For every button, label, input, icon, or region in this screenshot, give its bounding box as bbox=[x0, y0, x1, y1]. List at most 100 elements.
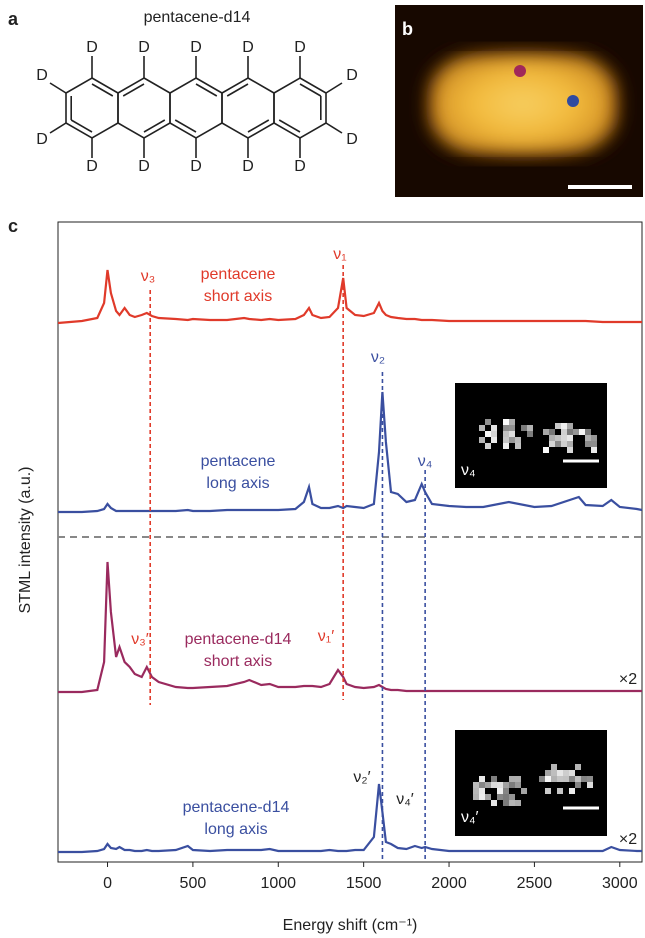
scale-factor: ×2 bbox=[619, 831, 637, 848]
pixel bbox=[503, 800, 509, 806]
pixel bbox=[509, 431, 515, 437]
pixel bbox=[515, 800, 521, 806]
series-label: pentacene-d14 long axis bbox=[183, 799, 290, 838]
pixel bbox=[509, 782, 515, 788]
mode-label: ν₃′ bbox=[131, 631, 149, 648]
ring bbox=[169, 77, 223, 139]
panel-label: a bbox=[8, 9, 19, 29]
pixel bbox=[491, 776, 497, 782]
pixel bbox=[581, 776, 587, 782]
y-axis-label: STML intensity (a.u.) bbox=[17, 466, 34, 613]
pixel bbox=[503, 788, 509, 794]
x-tick-label: 2000 bbox=[431, 875, 467, 892]
pixel bbox=[557, 788, 563, 794]
x-tick-label: 3000 bbox=[602, 875, 638, 892]
bond bbox=[49, 82, 67, 94]
pixel bbox=[515, 443, 521, 449]
pixel bbox=[551, 776, 557, 782]
pixel bbox=[567, 447, 573, 453]
pixel bbox=[473, 794, 479, 800]
panel-label: c bbox=[8, 216, 18, 236]
pixel bbox=[549, 429, 555, 435]
pixel bbox=[561, 429, 567, 435]
double-bond bbox=[226, 83, 249, 97]
double-bond bbox=[299, 83, 322, 97]
tip-position bbox=[567, 95, 579, 107]
double-bond bbox=[70, 119, 93, 133]
atom-label: D bbox=[346, 131, 358, 148]
pixel bbox=[545, 788, 551, 794]
pixel bbox=[543, 429, 549, 435]
mode-label: ν₄′ bbox=[396, 791, 414, 808]
pixel bbox=[555, 435, 561, 441]
mode-label: ν₁′ bbox=[318, 628, 334, 645]
pixel bbox=[587, 776, 593, 782]
inset: ν₄ bbox=[455, 383, 607, 488]
pixel bbox=[503, 419, 509, 425]
pixel bbox=[503, 431, 509, 437]
series-label: pentacene short axis bbox=[201, 266, 276, 305]
pixel bbox=[509, 419, 515, 425]
atom-label: D bbox=[86, 39, 98, 56]
pixel bbox=[567, 441, 573, 447]
pixel bbox=[509, 800, 515, 806]
bond bbox=[49, 122, 67, 134]
pixel bbox=[527, 425, 533, 431]
x-tick-label: 0 bbox=[103, 875, 112, 892]
ring bbox=[273, 77, 327, 139]
pixel bbox=[509, 776, 515, 782]
atom-label: D bbox=[138, 158, 150, 175]
series-label: pentacene long axis bbox=[201, 453, 276, 492]
pixel bbox=[515, 776, 521, 782]
atom-label: D bbox=[242, 39, 254, 56]
pixel bbox=[503, 782, 509, 788]
double-bond bbox=[143, 119, 166, 133]
pixel bbox=[587, 782, 593, 788]
panel-label: b bbox=[402, 19, 413, 39]
mode-label: ν₂′ bbox=[353, 769, 370, 786]
spectrum bbox=[58, 783, 642, 854]
series-label: pentacene-d14 short axis bbox=[185, 631, 292, 670]
x-tick-label: 1500 bbox=[346, 875, 382, 892]
pixel bbox=[543, 447, 549, 453]
x-tick-label: 1000 bbox=[260, 875, 296, 892]
pixel bbox=[563, 770, 569, 776]
pixel bbox=[497, 782, 503, 788]
pixel bbox=[591, 441, 597, 447]
pixel bbox=[479, 776, 485, 782]
double-bond bbox=[91, 83, 114, 97]
pixel bbox=[585, 429, 591, 435]
pixel bbox=[521, 425, 527, 431]
pixel bbox=[575, 776, 581, 782]
ring bbox=[117, 77, 171, 139]
pixel bbox=[473, 782, 479, 788]
pixel bbox=[555, 441, 561, 447]
inset-label: ν₄ bbox=[461, 462, 476, 479]
atom-label: D bbox=[190, 39, 202, 56]
pixel bbox=[503, 443, 509, 449]
pixel bbox=[551, 764, 557, 770]
atom-label: D bbox=[36, 131, 48, 148]
spectrum bbox=[58, 561, 642, 694]
double-bond bbox=[195, 83, 218, 97]
pixel bbox=[485, 782, 491, 788]
atom-label: D bbox=[294, 39, 306, 56]
pixel bbox=[569, 788, 575, 794]
pixel bbox=[491, 425, 497, 431]
pixel bbox=[591, 447, 597, 453]
double-bond bbox=[278, 119, 301, 133]
atom-label: D bbox=[346, 67, 358, 84]
structure-title: pentacene-d14 bbox=[144, 9, 251, 26]
spectrum bbox=[58, 391, 643, 514]
pixel bbox=[509, 437, 515, 443]
pixel bbox=[567, 423, 573, 429]
pixel bbox=[509, 425, 515, 431]
mode-label: ν₃ bbox=[141, 268, 156, 285]
tip-position bbox=[514, 65, 526, 77]
atom-label: D bbox=[242, 158, 254, 175]
pixel bbox=[491, 800, 497, 806]
pixel bbox=[551, 770, 557, 776]
mode-label: ν₄ bbox=[418, 453, 433, 470]
atom-label: D bbox=[86, 158, 98, 175]
